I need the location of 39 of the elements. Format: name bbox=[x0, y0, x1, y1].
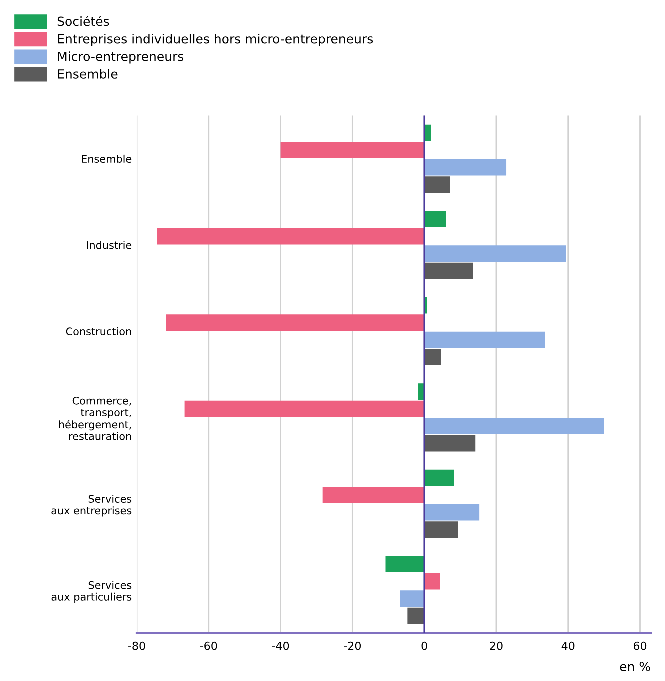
legend-label: Micro-entrepreneurs bbox=[58, 52, 184, 64]
x-tick-label: -80 bbox=[128, 642, 146, 650]
y-tick-label: Services aux particuliers bbox=[52, 581, 132, 603]
bar bbox=[184, 400, 425, 418]
bar bbox=[157, 228, 425, 245]
x-tick-label: -60 bbox=[200, 642, 218, 650]
bar bbox=[424, 246, 566, 262]
bar bbox=[322, 487, 425, 504]
bar bbox=[424, 211, 446, 228]
y-tick-label: Industrie bbox=[87, 241, 132, 250]
x-tick-label: 60 bbox=[634, 642, 647, 650]
bar bbox=[424, 332, 546, 348]
bar bbox=[400, 590, 425, 608]
y-tick-label: Ensemble bbox=[82, 154, 132, 164]
x-tick-label: 40 bbox=[562, 642, 575, 650]
y-tick-label: Construction bbox=[66, 327, 132, 336]
bar bbox=[280, 142, 425, 158]
bar bbox=[424, 504, 480, 521]
bar bbox=[424, 470, 454, 486]
x-tick-label: 0 bbox=[422, 642, 428, 650]
x-tick-label: 20 bbox=[490, 642, 503, 650]
y-tick-label: Commerce, transport, hébergement, restauration bbox=[59, 396, 132, 440]
bar bbox=[424, 262, 474, 280]
legend-label: Entreprises individuelles hors micro-entrepreneurs bbox=[58, 34, 374, 46]
y-tick-label: Services aux entreprises bbox=[52, 494, 132, 517]
bar bbox=[424, 176, 450, 193]
bar bbox=[424, 349, 442, 366]
bar bbox=[424, 435, 476, 452]
bar bbox=[386, 556, 425, 573]
bar bbox=[424, 573, 440, 590]
bar bbox=[408, 608, 425, 624]
bar bbox=[424, 159, 507, 176]
x-tick-label: -40 bbox=[272, 642, 290, 650]
bar bbox=[166, 314, 425, 331]
x-axis-title: en % bbox=[620, 662, 650, 672]
bar bbox=[424, 418, 604, 434]
x-tick-label: -20 bbox=[344, 642, 362, 650]
bar bbox=[424, 522, 458, 538]
legend-label: Sociétés bbox=[58, 16, 110, 26]
